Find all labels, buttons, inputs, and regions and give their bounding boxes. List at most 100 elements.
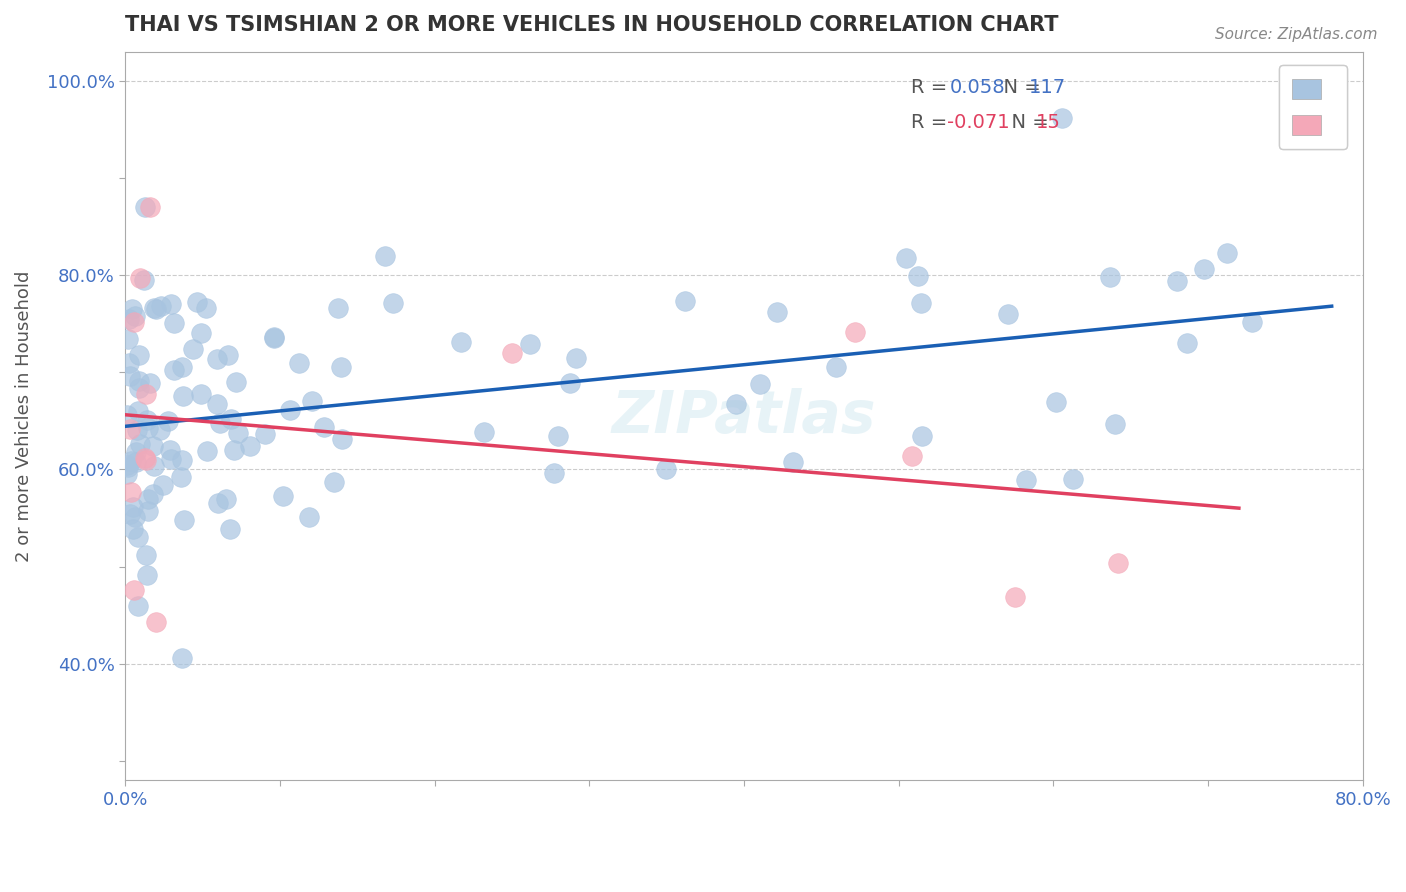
- Point: [271, 489, 294, 503]
- Point: [501, 345, 523, 359]
- Point: [135, 568, 157, 582]
- Point: [1050, 111, 1073, 125]
- Point: [221, 411, 243, 425]
- Point: [120, 369, 142, 384]
- Point: [655, 462, 678, 476]
- Point: [263, 331, 285, 345]
- Point: [132, 273, 155, 287]
- Point: [298, 509, 321, 524]
- Text: 15: 15: [1036, 113, 1062, 132]
- Point: [558, 376, 581, 390]
- Point: [1062, 472, 1084, 486]
- Point: [122, 583, 145, 598]
- Point: [121, 302, 143, 317]
- Point: [1241, 315, 1264, 329]
- Point: [766, 304, 789, 318]
- Point: [138, 376, 160, 390]
- Point: [1015, 473, 1038, 487]
- Point: [156, 414, 179, 428]
- Text: THAI VS TSIMSHIAN 2 OR MORE VEHICLES IN HOUSEHOLD CORRELATION CHART: THAI VS TSIMSHIAN 2 OR MORE VEHICLES IN …: [125, 15, 1059, 35]
- Point: [150, 299, 173, 313]
- Point: [117, 467, 139, 481]
- Point: [218, 522, 240, 536]
- Point: [135, 386, 157, 401]
- Legend: , : ,: [1278, 65, 1347, 149]
- Point: [263, 329, 285, 343]
- Text: 117: 117: [1029, 78, 1066, 96]
- Point: [124, 310, 146, 324]
- Point: [565, 351, 588, 365]
- Point: [224, 443, 246, 458]
- Text: -0.071: -0.071: [946, 113, 1010, 132]
- Point: [844, 325, 866, 339]
- Point: [115, 458, 138, 472]
- Point: [134, 200, 156, 214]
- Point: [1098, 270, 1121, 285]
- Point: [186, 295, 208, 310]
- Point: [195, 444, 218, 458]
- Point: [1004, 590, 1026, 604]
- Point: [205, 397, 228, 411]
- Point: [117, 460, 139, 475]
- Point: [122, 315, 145, 329]
- Point: [330, 359, 353, 374]
- Point: [288, 356, 311, 370]
- Point: [152, 478, 174, 492]
- Point: [136, 491, 159, 506]
- Point: [125, 423, 148, 437]
- Text: ZIPatlas: ZIPatlas: [612, 387, 876, 444]
- Point: [135, 413, 157, 427]
- Point: [278, 402, 301, 417]
- Point: [1194, 262, 1216, 277]
- Text: N =: N =: [998, 113, 1054, 132]
- Point: [160, 297, 183, 311]
- Point: [145, 615, 167, 629]
- Point: [173, 513, 195, 527]
- Point: [139, 200, 162, 214]
- Point: [143, 301, 166, 316]
- Point: [749, 376, 772, 391]
- Point: [782, 455, 804, 469]
- Point: [122, 522, 145, 536]
- Point: [195, 301, 218, 316]
- Point: [1107, 556, 1129, 570]
- Point: [519, 336, 541, 351]
- Point: [127, 530, 149, 544]
- Point: [205, 352, 228, 367]
- Point: [330, 432, 353, 446]
- Point: [1216, 245, 1239, 260]
- Point: [118, 356, 141, 370]
- Point: [163, 316, 186, 330]
- Point: [159, 442, 181, 457]
- Point: [138, 421, 160, 435]
- Point: [301, 393, 323, 408]
- Point: [172, 389, 194, 403]
- Point: [896, 252, 918, 266]
- Point: [163, 363, 186, 377]
- Point: [543, 466, 565, 480]
- Point: [253, 426, 276, 441]
- Point: [135, 548, 157, 562]
- Point: [1166, 274, 1188, 288]
- Point: [181, 342, 204, 356]
- Point: [170, 453, 193, 467]
- Point: [125, 455, 148, 469]
- Point: [122, 500, 145, 514]
- Point: [128, 349, 150, 363]
- Point: [1175, 335, 1198, 350]
- Point: [118, 312, 141, 326]
- Point: [322, 475, 344, 489]
- Point: [225, 376, 247, 390]
- Point: [326, 301, 349, 316]
- Point: [547, 429, 569, 443]
- Point: [170, 469, 193, 483]
- Point: [127, 599, 149, 614]
- Point: [472, 425, 495, 440]
- Point: [190, 387, 212, 401]
- Point: [142, 440, 165, 454]
- Text: R =: R =: [911, 113, 953, 132]
- Point: [124, 509, 146, 524]
- Point: [145, 301, 167, 316]
- Point: [142, 487, 165, 501]
- Point: [115, 409, 138, 423]
